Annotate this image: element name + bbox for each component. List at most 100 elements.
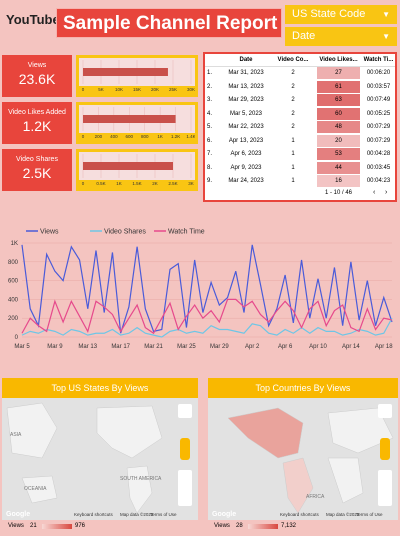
scorecard-value: 1.2K [22,118,52,134]
legend-min: 21 [30,523,37,529]
mini-chart-svg: 0 200 400 600 800 1K 1.2K 1.4K [79,105,196,139]
x-tick-label: Mar 29 [210,344,229,350]
table-cell: Mar 24, 2023 [228,178,264,184]
table-cell: 00:04:23 [366,178,391,184]
column-header: Video Co... [277,57,309,63]
scorecard: Video Shares 2.5K [2,149,72,191]
legend-label: Video Shares [104,229,146,236]
table-cell: 00:03:57 [366,83,391,90]
prev-page[interactable]: ‹ [373,189,376,196]
x-tick-label: Mar 21 [144,344,163,350]
next-page[interactable]: › [385,189,388,196]
map-attribution: Keyboard shortcuts [280,512,320,517]
table-cell: 1 [291,151,295,157]
table-cell: 1 [291,164,295,171]
x-tick-label: Mar 5 [14,344,30,350]
x-tick-label: 2.5K [168,181,177,186]
mini-chart: 0 5K 10K 15K 20K 25K 30K [76,55,198,97]
map-legend: Views 21 976 [2,520,198,534]
map-attribution: Map data ©2023 [120,511,154,517]
map-attribution: Google [6,511,30,518]
data-table: Date Video Co... Video Likes... Watch Ti...… [203,52,397,202]
map: ASIA OCEANIA SOUTH AMERICA Google Keyboard s… [2,398,198,520]
table-cell: 61 [317,80,360,93]
land [126,465,153,514]
map-attribution: Google [212,511,236,518]
table-cell: 2 [291,97,295,103]
land [21,475,58,504]
bar [83,115,176,123]
map-shapes: ASIA OCEANIA SOUTH AMERICA Google Keyboard s… [6,402,192,518]
table-cell: 9. [207,178,213,184]
mini-chart-svg: 0 0.5K 1K 1.5K 2K 2.5K 3K [79,152,195,186]
map: AFRICA Google Keyboard shortcuts Map data ©… [208,398,398,520]
y-tick-label: 1K [11,241,18,247]
series-line [21,244,393,334]
land [6,402,58,459]
table-cell: 2 [291,83,295,90]
table-cell: Apr 13, 2023 [228,137,264,144]
legend-label: Views [214,523,230,529]
map-attribution: Terms of Use [150,512,177,517]
x-tick-label: Apr 14 [342,344,360,350]
bar [83,162,173,170]
x-tick-label: Mar 17 [111,344,130,350]
filter-label: US State Code [292,8,366,20]
land [96,405,163,459]
x-tick-label: 20K [151,87,159,92]
series-line [21,298,393,335]
map-label: OCEANIA [24,486,47,492]
y-tick-label: 200 [8,316,19,322]
caret: ▼ [382,10,390,19]
mini-chart: 0 200 400 600 800 1K 1.2K 1.4K [76,102,198,144]
table-header-bg [205,54,395,67]
legend-label: Views [8,523,24,529]
table-cell: 5. [207,124,213,130]
table-cell: 20 [317,134,360,147]
x-tick-label: 25K [169,87,177,92]
pegman [380,438,390,460]
table-cell: 3. [207,97,213,103]
legend-label: Watch Time [168,229,205,236]
legend-min: 28 [236,523,243,529]
x-tick-label: Mar 13 [78,344,97,350]
x-tick-label: 2K [152,181,158,186]
map-title: Top Countries By Views [208,378,398,398]
report-title: Sample Channel Report [56,8,282,38]
x-tick-label: Apr 10 [309,344,327,350]
x-tick-label: 5K [98,87,104,92]
x-tick-label: Apr 18 [375,344,393,350]
scorecard-label: Views [27,62,47,69]
series-line [21,317,393,338]
mini-chart: 0 0.5K 1K 1.5K 2K 2.5K 3K [76,149,198,191]
scorecard-label: Video Likes Added [8,109,66,116]
legend-max: 976 [75,523,86,529]
x-tick-label: 1.4K [186,134,195,139]
table-cell: 6. [207,137,213,144]
filter-dropdown[interactable]: Date ▼ [285,27,397,46]
table-cell: 7. [207,151,213,157]
filter-dropdown[interactable]: US State Code ▼ [285,5,397,24]
map-label: ASIA [10,432,22,438]
table-cell: 27 [317,67,360,79]
x-tick-label: 800 [141,134,149,139]
scorecard: Video Likes Added 1.2K [2,102,72,144]
fullscreen-button [378,404,392,418]
zoom-control [178,470,192,506]
x-tick-label: 1K [157,134,163,139]
x-tick-label: Mar 9 [47,344,63,350]
bar [83,68,168,76]
table-cell: Apr 6, 2023 [230,151,262,157]
fullscreen-button [178,404,192,418]
table-cell: 60 [317,107,360,120]
table-cell: 2 [291,110,295,117]
land [227,407,304,459]
map-attribution: Map data ©2023 [326,511,360,517]
table-cell: Mar 5, 2023 [229,110,263,117]
table-cell: 00:07:29 [366,124,391,130]
table-cell: 63 [317,94,360,106]
scorecard-value: 2.5K [22,165,52,181]
table-cell: 00:05:25 [366,110,391,117]
table-cell: Mar 29, 2023 [228,97,264,103]
x-tick-label: Apr 6 [278,344,293,350]
